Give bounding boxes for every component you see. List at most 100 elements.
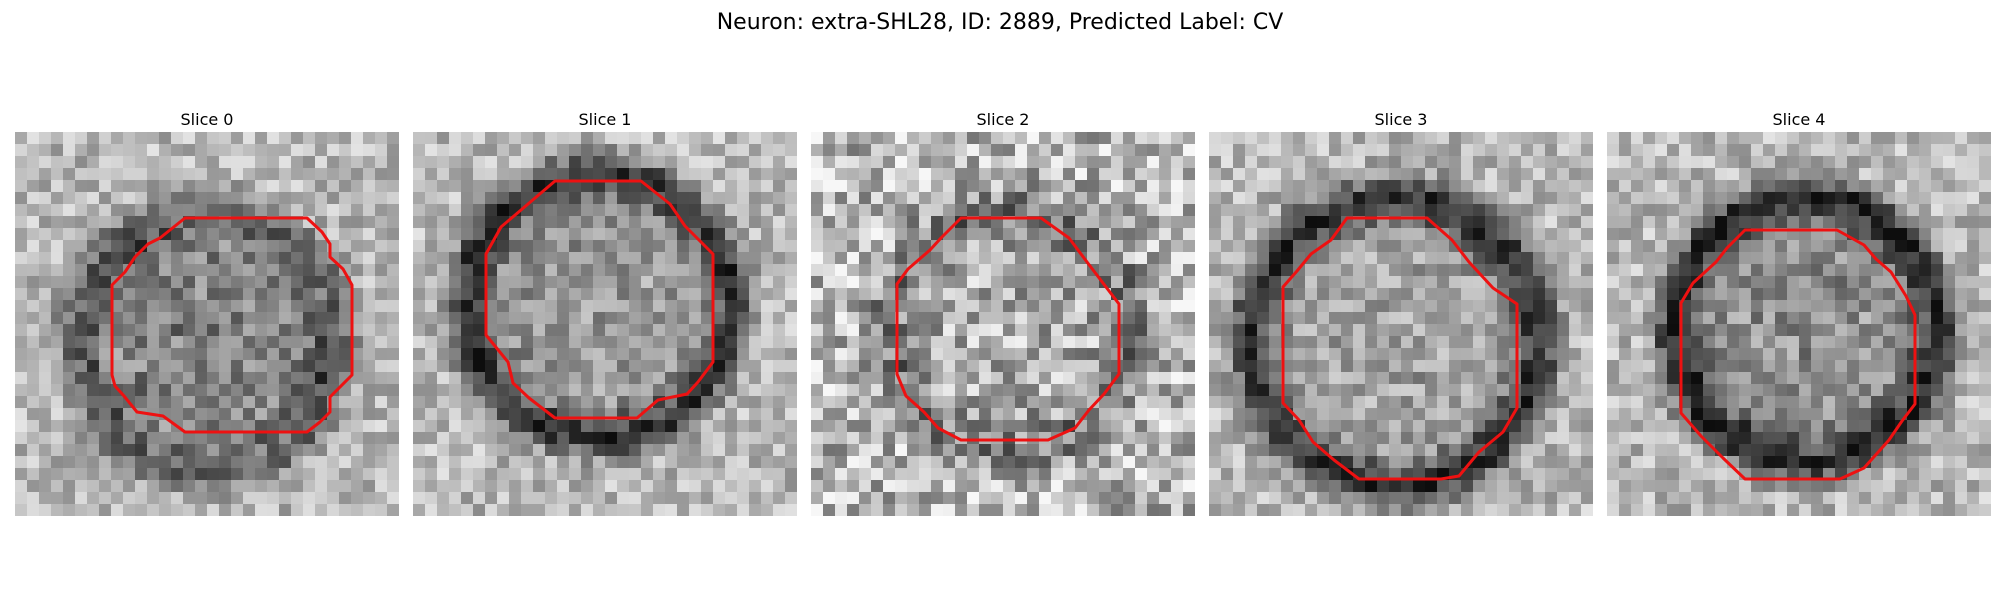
pixel bbox=[207, 396, 219, 408]
pixel bbox=[279, 312, 291, 324]
pixel bbox=[761, 180, 773, 192]
pixel bbox=[1209, 192, 1221, 204]
pixel bbox=[509, 396, 521, 408]
pixel bbox=[351, 432, 363, 444]
pixel bbox=[1425, 156, 1437, 168]
pixel bbox=[1703, 420, 1715, 432]
pixel bbox=[1075, 360, 1087, 372]
pixel bbox=[171, 396, 183, 408]
pixel bbox=[1449, 324, 1461, 336]
pixel bbox=[327, 324, 339, 336]
pixel bbox=[581, 156, 593, 168]
pixel bbox=[75, 324, 87, 336]
pixel bbox=[63, 228, 75, 240]
pixel bbox=[351, 216, 363, 228]
pixel bbox=[437, 396, 449, 408]
pixel bbox=[1569, 432, 1581, 444]
pixel bbox=[1607, 360, 1619, 372]
grayscale-pixels bbox=[811, 132, 1195, 516]
pixel bbox=[497, 144, 509, 156]
pixel bbox=[991, 492, 1003, 504]
pixel bbox=[773, 216, 785, 228]
pixel bbox=[1111, 180, 1123, 192]
pixel bbox=[159, 168, 171, 180]
pixel bbox=[27, 396, 39, 408]
pixel bbox=[641, 240, 653, 252]
pixel bbox=[1569, 348, 1581, 360]
pixel bbox=[315, 324, 327, 336]
pixel bbox=[665, 312, 677, 324]
pixel bbox=[1341, 276, 1353, 288]
pixel bbox=[437, 360, 449, 372]
pixel bbox=[449, 168, 461, 180]
pixel bbox=[1751, 420, 1763, 432]
pixel bbox=[1787, 204, 1799, 216]
pixel bbox=[725, 324, 737, 336]
pixel bbox=[1305, 372, 1317, 384]
pixel bbox=[75, 504, 87, 516]
pixel bbox=[1955, 264, 1967, 276]
pixel bbox=[183, 492, 195, 504]
pixel bbox=[1183, 408, 1195, 420]
pixel bbox=[605, 444, 617, 456]
pixel bbox=[509, 192, 521, 204]
pixel bbox=[761, 480, 773, 492]
pixel bbox=[1425, 432, 1437, 444]
pixel bbox=[1123, 312, 1135, 324]
pixel bbox=[823, 444, 835, 456]
pixel bbox=[219, 252, 231, 264]
pixel bbox=[533, 492, 545, 504]
pixel bbox=[1341, 132, 1353, 144]
pixel bbox=[1341, 408, 1353, 420]
pixel bbox=[847, 132, 859, 144]
pixel bbox=[641, 132, 653, 144]
pixel bbox=[1171, 240, 1183, 252]
pixel bbox=[581, 132, 593, 144]
pixel bbox=[99, 360, 111, 372]
pixel bbox=[413, 192, 425, 204]
pixel bbox=[1063, 468, 1075, 480]
pixel bbox=[677, 348, 689, 360]
pixel bbox=[159, 156, 171, 168]
pixel bbox=[195, 336, 207, 348]
pixel bbox=[449, 492, 461, 504]
pixel bbox=[1329, 252, 1341, 264]
pixel bbox=[1461, 192, 1473, 204]
pixel bbox=[1727, 396, 1739, 408]
pixel bbox=[1691, 288, 1703, 300]
pixel bbox=[859, 204, 871, 216]
pixel bbox=[1907, 288, 1919, 300]
pixel bbox=[629, 168, 641, 180]
pixel bbox=[1293, 300, 1305, 312]
pixel bbox=[243, 180, 255, 192]
pixel bbox=[473, 480, 485, 492]
pixel bbox=[1473, 480, 1485, 492]
pixel bbox=[1763, 132, 1775, 144]
pixel bbox=[111, 492, 123, 504]
pixel bbox=[473, 132, 485, 144]
pixel bbox=[1353, 336, 1365, 348]
pixel bbox=[931, 180, 943, 192]
pixel bbox=[99, 192, 111, 204]
pixel bbox=[1135, 156, 1147, 168]
pixel bbox=[1353, 456, 1365, 468]
pixel bbox=[725, 144, 737, 156]
pixel bbox=[1159, 444, 1171, 456]
pixel bbox=[1015, 204, 1027, 216]
pixel bbox=[943, 384, 955, 396]
pixel bbox=[1557, 276, 1569, 288]
pixel bbox=[27, 480, 39, 492]
pixel bbox=[207, 504, 219, 516]
pixel bbox=[413, 204, 425, 216]
pixel bbox=[1039, 192, 1051, 204]
pixel bbox=[375, 228, 387, 240]
pixel bbox=[1533, 288, 1545, 300]
pixel bbox=[761, 456, 773, 468]
pixel bbox=[135, 180, 147, 192]
pixel bbox=[461, 168, 473, 180]
pixel bbox=[545, 348, 557, 360]
pixel bbox=[303, 360, 315, 372]
pixel bbox=[617, 396, 629, 408]
pixel bbox=[1691, 300, 1703, 312]
pixel bbox=[1557, 156, 1569, 168]
